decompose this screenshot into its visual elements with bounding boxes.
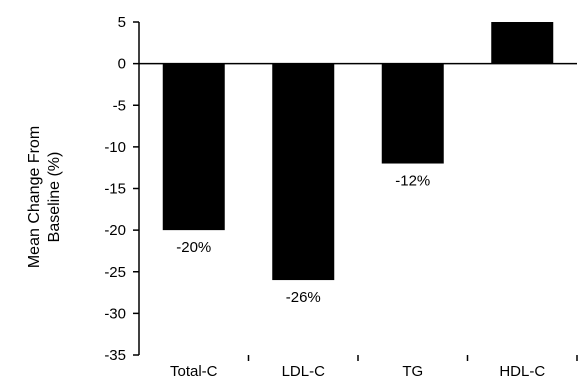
bar-total-c	[162, 63, 225, 231]
y-axis-title-line-1: Mean Change From	[26, 126, 43, 268]
y-axis-title-line-2: Baseline (%)	[46, 152, 63, 243]
x-category-label: TG	[402, 363, 423, 380]
data-labels: -20% -26% -12% 5%	[176, 33, 533, 306]
bar-tg	[381, 63, 444, 164]
y-tick-label: -20	[104, 222, 126, 239]
y-tick-label: -5	[113, 97, 126, 114]
data-label: -26%	[286, 289, 321, 306]
bar-ldl-c	[272, 63, 335, 281]
x-category-label: HDL-C	[499, 363, 545, 380]
data-label: -12%	[395, 173, 430, 190]
x-category-label: Total-C	[170, 363, 218, 380]
y-tick-label: 0	[118, 56, 126, 73]
y-tick-label: -35	[104, 347, 126, 364]
y-tick-label: -15	[104, 181, 126, 198]
data-label: -20%	[176, 239, 211, 256]
data-label: 5%	[511, 33, 533, 50]
x-category-label: LDL-C	[282, 363, 326, 380]
y-tick-label: -10	[104, 139, 126, 156]
y-tick-label: -25	[104, 264, 126, 281]
y-axis: 5 0 -5 -10 -15 -20 -25 -30 -35	[104, 14, 140, 364]
y-axis-title: Mean Change From Baseline (%)	[26, 126, 63, 268]
y-tick-label: 5	[118, 14, 126, 31]
bar-hdl-c	[491, 22, 554, 64]
bars	[162, 22, 554, 281]
y-tick-label: -30	[104, 305, 126, 322]
